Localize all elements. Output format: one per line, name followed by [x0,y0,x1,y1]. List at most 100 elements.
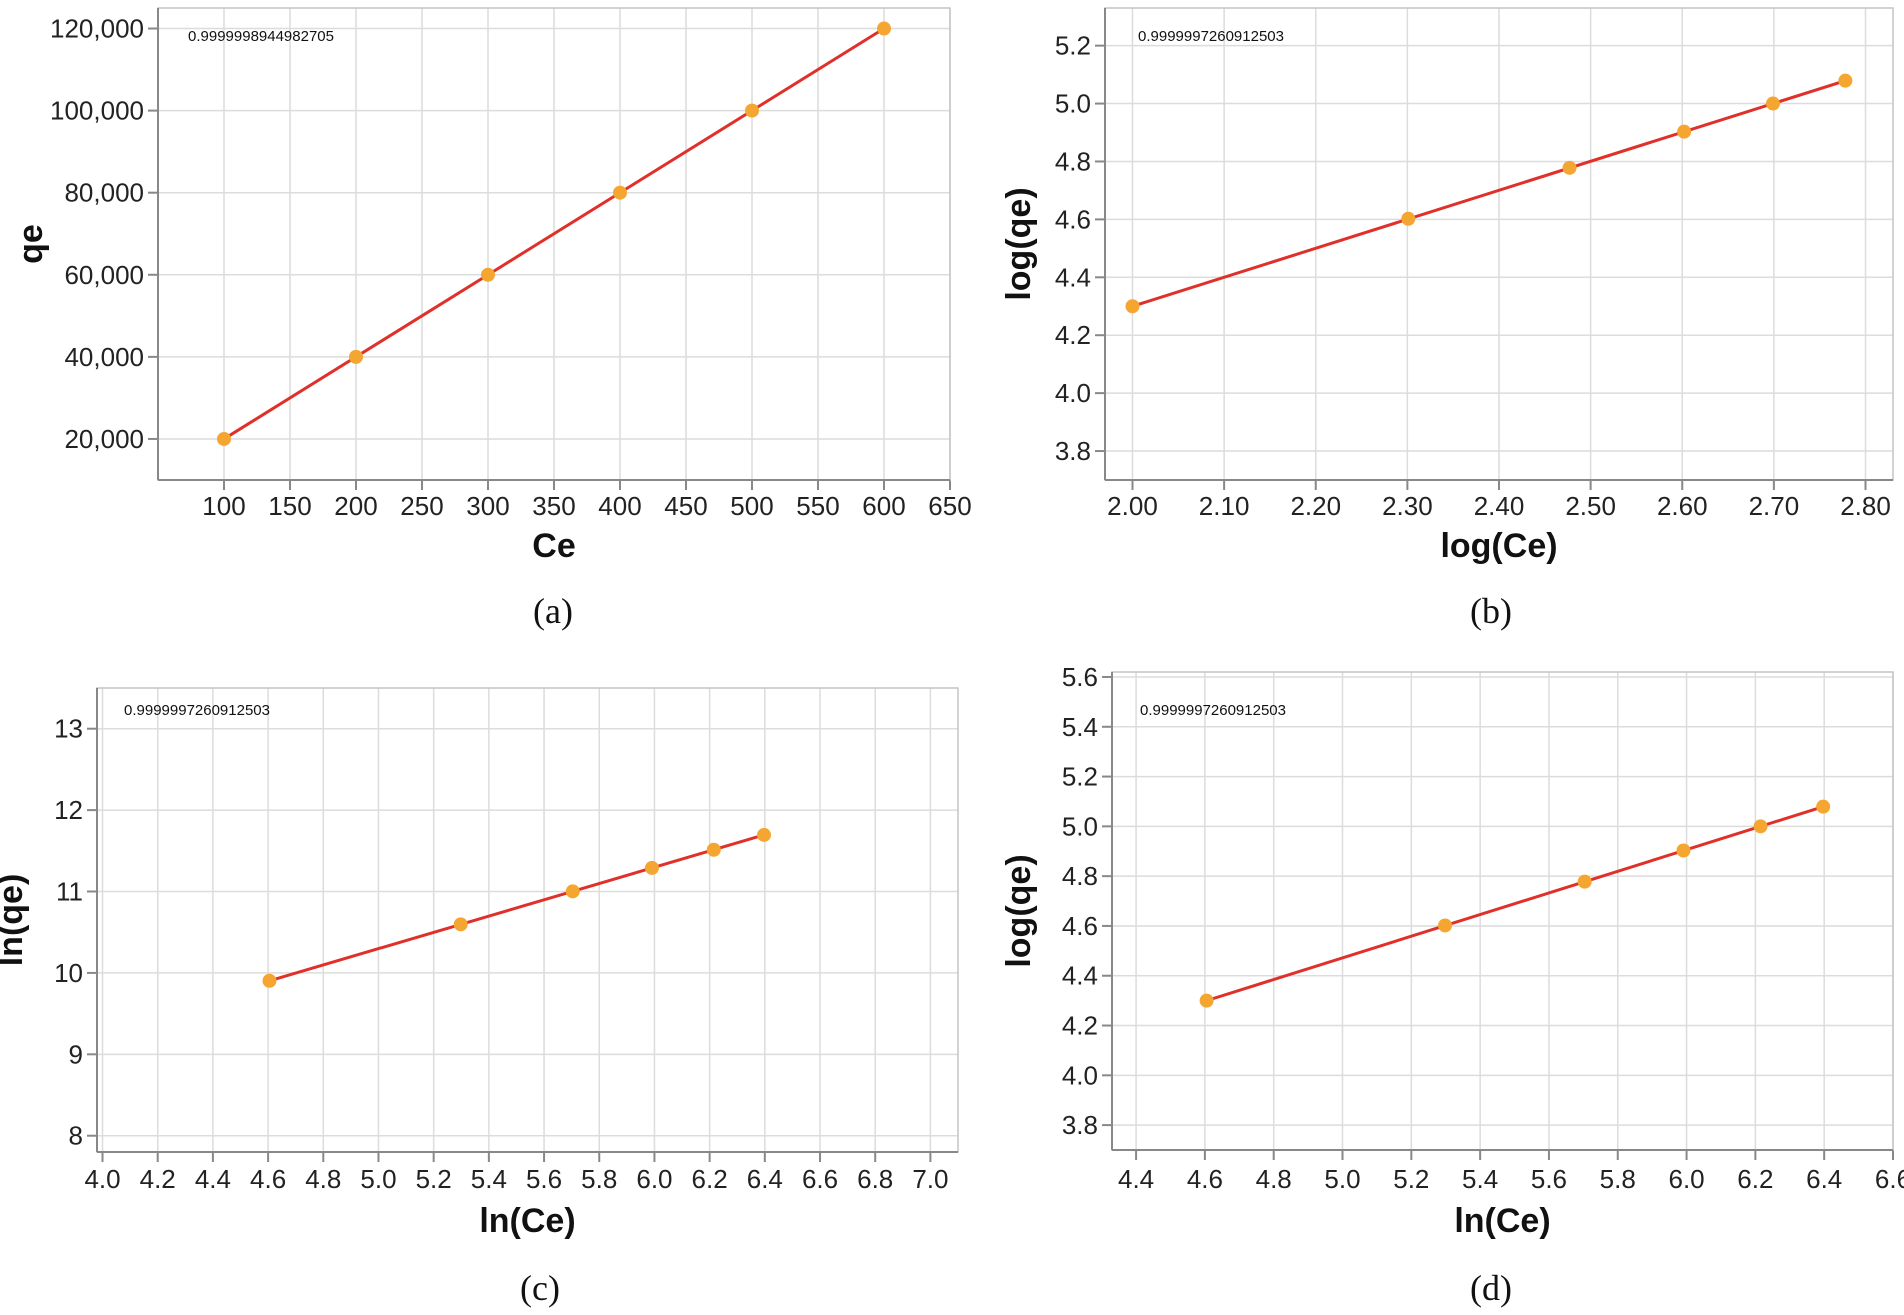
y-tick-label: 10 [54,958,83,988]
data-point [1125,299,1140,314]
data-point [644,860,659,875]
x-axis-title: ln(Ce) [1454,1202,1550,1240]
x-tick-label: 7.0 [912,1164,948,1194]
data-point [1838,73,1853,88]
x-tick-label: 150 [268,491,311,521]
data-point [453,917,468,932]
data-point [1765,96,1780,111]
y-axis-title: qe [12,224,50,264]
panel-caption: (b) [1470,591,1512,631]
x-tick-label: 4.0 [84,1164,120,1194]
chart-panel-c: 4.0 4.2 4.4 4.6 4.8 5.0 5.2 5.4 5.6 5.8 6.0 6.2 6.4 6… [0,687,959,1308]
r-value-label: 0.9999997260912503 [124,702,270,719]
chart-panel-a: 100 150 200 250 300 350 400 450 500 550 600 650 20,0… [12,7,972,631]
x-tick-label: 2.50 [1565,491,1616,521]
r-value-label: 0.9999997260912503 [1140,702,1286,719]
x-tick-label: 200 [334,491,377,521]
data-point [745,103,759,118]
y-tick-label: 5.2 [1062,762,1098,792]
y-tick-label: 8 [69,1121,83,1151]
data-point [262,973,277,988]
data-point [1199,993,1214,1008]
x-tick-label: 4.8 [1256,1164,1292,1194]
x-tick-label: 5.0 [1324,1164,1360,1194]
x-tick-label: 500 [730,491,773,521]
data-point [1438,918,1453,933]
plot-frame [1111,671,1894,1151]
x-tick-label: 6.6 [802,1164,838,1194]
y-axis-title: ln(qe) [0,874,30,967]
x-tick-label: 6.2 [1737,1164,1773,1194]
x-tick-label: 2.20 [1290,491,1341,521]
x-tick-label: 2.60 [1657,491,1708,521]
x-axis-title: ln(Ce) [479,1202,575,1240]
y-tick-label: 5.6 [1062,662,1098,692]
data-point [1676,843,1691,858]
x-tick-label: 4.8 [305,1164,341,1194]
x-tick-label: 6.2 [692,1164,728,1194]
fit-line [269,833,765,983]
x-tick-label: 600 [862,491,905,521]
plot-frame [96,687,959,1153]
x-tick-label: 6.0 [636,1164,672,1194]
x-tick-label: 6.4 [747,1164,783,1194]
y-tick-label: 80,000 [64,178,144,208]
x-tick-label: 2.70 [1749,491,1800,521]
x-tick-label: 4.2 [140,1164,176,1194]
x-axis-title: Ce [532,527,575,565]
x-tick-label: 4.6 [250,1164,286,1194]
x-tick-label: 6.8 [857,1164,893,1194]
y-tick-label: 3.8 [1062,1110,1098,1140]
x-tick-label: 550 [796,491,839,521]
y-tick-label: 11 [56,877,83,907]
data-point [1401,211,1416,226]
y-tick-label: 4.0 [1062,1060,1098,1090]
y-axis-title: log(qe) [1000,854,1038,967]
y-tick-label: 20,000 [64,424,144,454]
y-tick-label: 4.4 [1062,961,1098,991]
y-tick-label: 5.2 [1055,31,1091,61]
data-point [1816,799,1831,814]
y-tick-label: 100,000 [50,96,144,126]
x-tick-label: 4.4 [195,1164,231,1194]
y-tick-label: 3.8 [1055,436,1091,466]
x-tick-label: 450 [664,491,707,521]
data-point [1753,819,1768,834]
data-point [217,431,231,446]
y-tick-label: 9 [69,1039,83,1069]
x-tick-label: 350 [532,491,575,521]
data-point [706,842,721,857]
y-tick-label: 4.2 [1062,1011,1098,1041]
y-tick-label: 4.2 [1055,320,1091,350]
y-tick-label: 4.4 [1055,262,1091,292]
fit-line [223,27,885,441]
x-tick-label: 2.30 [1382,491,1433,521]
r-value-label: 0.9999998944982705 [188,28,334,45]
panel-caption: (d) [1470,1268,1512,1308]
x-tick-label: 5.0 [360,1164,396,1194]
x-tick-label: 6.4 [1806,1164,1842,1194]
y-tick-label: 5.0 [1055,89,1091,119]
data-point [1677,124,1692,139]
y-tick-label: 4.8 [1055,146,1091,176]
x-tick-label: 5.2 [1393,1164,1429,1194]
x-tick-label: 2.00 [1107,491,1158,521]
x-tick-label: 2.80 [1840,491,1891,521]
data-point [756,827,771,842]
chart-panel-d: 4.4 4.6 4.8 5.0 5.2 5.4 5.6 5.8 6.0 6.2 6.4 6.6 3.8 4… [1000,662,1904,1308]
data-point [481,267,495,282]
x-tick-label: 6.0 [1668,1164,1704,1194]
data-point [1577,874,1592,889]
panel-caption: (c) [520,1268,560,1308]
y-tick-label: 4.6 [1062,911,1098,941]
r-value-label: 0.9999997260912503 [1138,28,1284,45]
x-tick-label: 4.6 [1187,1164,1223,1194]
x-tick-label: 100 [202,491,245,521]
x-tick-label: 250 [400,491,443,521]
y-tick-label: 5.0 [1062,811,1098,841]
panel-caption: (a) [533,591,573,631]
x-tick-label: 5.8 [1600,1164,1636,1194]
x-axis-title: log(Ce) [1440,527,1557,565]
y-tick-label: 4.6 [1055,204,1091,234]
